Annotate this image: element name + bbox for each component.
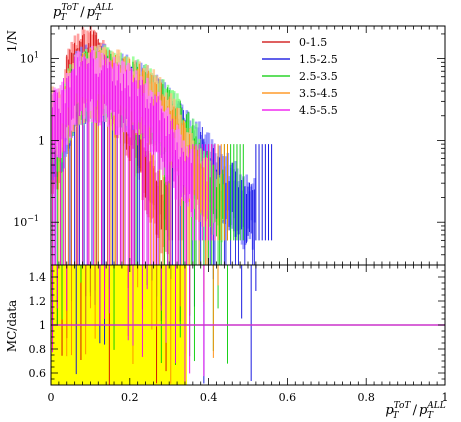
plot-title: pToT T / pALL T xyxy=(53,3,113,23)
ratio-y-tick-labels: 0.6 0.8 1 1.2 1.4 xyxy=(29,271,47,380)
series-3-band-bin xyxy=(152,69,156,128)
x-tick-label: 1 xyxy=(442,391,449,404)
ratio-y-tick-label: 0.6 xyxy=(29,367,47,380)
series-4-band-bin xyxy=(97,51,100,95)
ratio-y-tick-label: 1 xyxy=(39,319,46,332)
ratio-y-axis-label: MC/data xyxy=(5,300,19,352)
main-y-tick-label-10: 101 xyxy=(20,51,39,66)
ratio-y-tick-label: 1.4 xyxy=(29,271,47,284)
legend: 0-1.5 1.5-2.5 2.5-3.5 3.5-4.5 4.5-5.5 xyxy=(262,36,338,117)
main-y-axis-label: 1/N xyxy=(5,30,19,52)
legend-label-4: 4.5-5.5 xyxy=(299,104,338,117)
series-4 xyxy=(51,45,216,265)
series-4-band-bin xyxy=(75,53,78,94)
x-tick-label: 0 xyxy=(48,391,55,404)
x-tick-label: 0.8 xyxy=(357,391,375,404)
ratio-y-tick-label: 0.8 xyxy=(29,343,47,356)
legend-label-0: 0-1.5 xyxy=(299,36,327,49)
ratio-y-tick-label: 1.2 xyxy=(29,295,47,308)
x-tick-label: 0.6 xyxy=(279,391,297,404)
main-series-layer xyxy=(51,26,273,265)
series-4-band-bin xyxy=(120,60,124,116)
axis-ticks xyxy=(50,26,446,386)
main-y-tick-label-0p1: 10−1 xyxy=(13,214,39,229)
legend-label-1: 1.5-2.5 xyxy=(299,53,338,66)
x-axis-label: pToT T / pALL T xyxy=(385,401,445,421)
x-tick-label: 0.2 xyxy=(121,391,139,404)
x-tick-label: 0.4 xyxy=(200,391,218,404)
main-y-tick-label-1: 1 xyxy=(38,134,45,147)
legend-label-2: 2.5-3.5 xyxy=(299,70,338,83)
legend-label-3: 3.5-4.5 xyxy=(299,87,338,100)
x-tick-labels: 0 0.2 0.4 0.6 0.8 1 xyxy=(48,391,449,404)
series-4-band-bin xyxy=(177,128,181,176)
